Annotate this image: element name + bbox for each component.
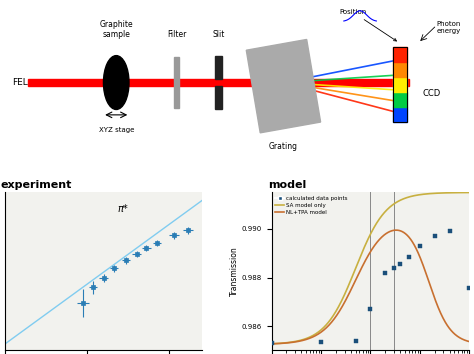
Text: CCD: CCD	[423, 89, 441, 98]
Polygon shape	[246, 39, 320, 133]
Y-axis label: Transmission: Transmission	[230, 247, 239, 296]
Text: Graphite
sample: Graphite sample	[100, 20, 133, 39]
Text: Slit: Slit	[212, 30, 225, 39]
Legend: calculated data points, SA model only, NL+TPA model: calculated data points, SA model only, N…	[274, 195, 349, 216]
Text: Grating: Grating	[269, 142, 298, 151]
Text: Position: Position	[339, 9, 396, 41]
Ellipse shape	[103, 56, 129, 109]
Polygon shape	[392, 92, 407, 107]
Text: experiment: experiment	[1, 180, 72, 190]
Polygon shape	[392, 107, 407, 122]
Bar	[174, 57, 179, 108]
Y-axis label: Transmission (arb. u.): Transmission (arb. u.)	[0, 230, 2, 313]
Bar	[28, 79, 409, 86]
Text: π*: π*	[118, 204, 129, 213]
Bar	[215, 56, 222, 79]
Text: XYZ stage: XYZ stage	[99, 127, 134, 133]
Text: FEL: FEL	[12, 78, 27, 87]
Polygon shape	[392, 77, 407, 92]
Text: model: model	[268, 180, 306, 190]
Text: Photon
energy: Photon energy	[437, 22, 461, 34]
Text: Filter: Filter	[167, 30, 186, 39]
Polygon shape	[392, 47, 407, 62]
Bar	[215, 86, 222, 109]
Polygon shape	[392, 62, 407, 77]
